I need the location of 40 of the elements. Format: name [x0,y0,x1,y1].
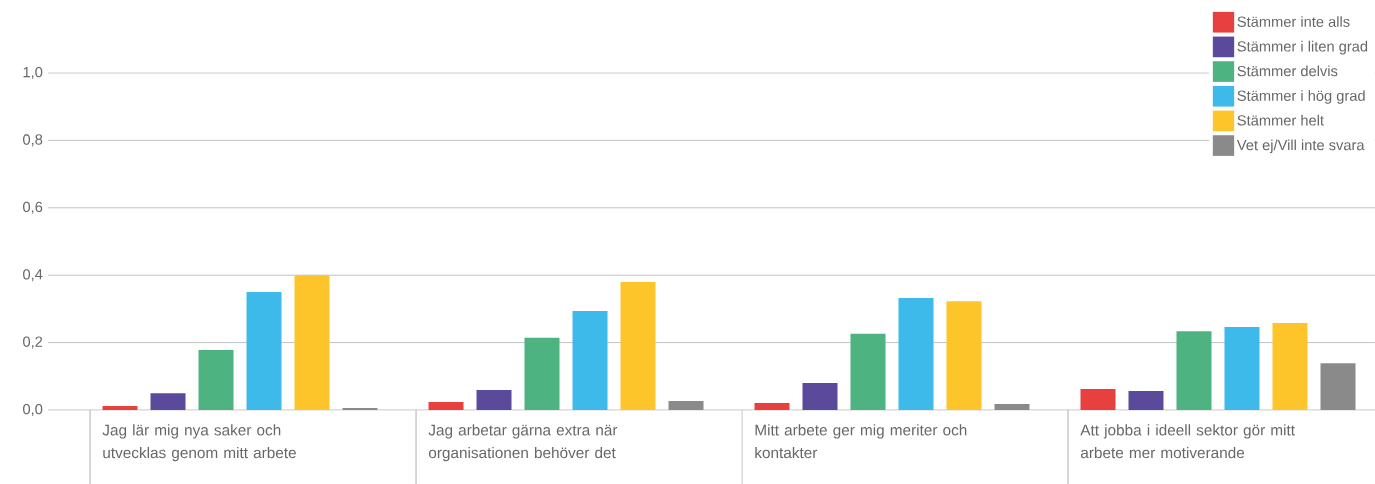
x-tick-label: Jag lär mig nya saker och utvecklas genom mitt arbete [102,424,296,462]
legend-label: Stämmer inte alls [1237,16,1350,27]
y-tick-label: 0,4 [23,269,43,282]
bar [342,407,378,410]
legend-label: Vet ej/Vill inte svara [1236,139,1365,154]
y-tick-label: 1,0 [23,66,43,80]
bar [428,401,464,410]
legend-label: Stämmer helt [1237,114,1324,126]
bar [1272,323,1308,410]
bar [668,400,704,410]
bar [994,403,1030,410]
y-tick-label: 0,0 [23,403,43,417]
bar [572,310,608,410]
x-tick-label: Mitt arbete ger mig meriter och kontakter [755,424,967,459]
bar [802,383,838,410]
bar [524,337,560,410]
bar [620,281,656,410]
bar [1128,391,1164,410]
bar [150,393,186,410]
legend-label: Stämmer delvis [1237,65,1338,77]
bar [754,402,790,410]
bar [102,405,138,410]
legend-label: Stämmer i liten grad [1237,40,1368,55]
bar [850,333,886,410]
bar [1176,331,1212,410]
bar [294,275,330,410]
bar [1080,389,1116,410]
y-tick-label: 0,6 [23,201,43,214]
bar [1320,363,1356,410]
legend-label: Stämmer i hög grad [1237,90,1365,104]
y-tick-label: 0,2 [23,336,43,349]
bar [198,350,234,410]
bar [246,292,282,410]
bar [476,390,512,410]
bar [946,301,982,410]
bar [898,298,934,410]
x-tick-label: Att jobba i ideell sektor gör mitt arbete mer motiverande [1080,424,1295,459]
bar [1224,327,1260,410]
y-tick-label: 0,8 [23,134,43,147]
x-tick-label: Jag arbetar gärna extra när organisationen behöver det [428,424,618,462]
